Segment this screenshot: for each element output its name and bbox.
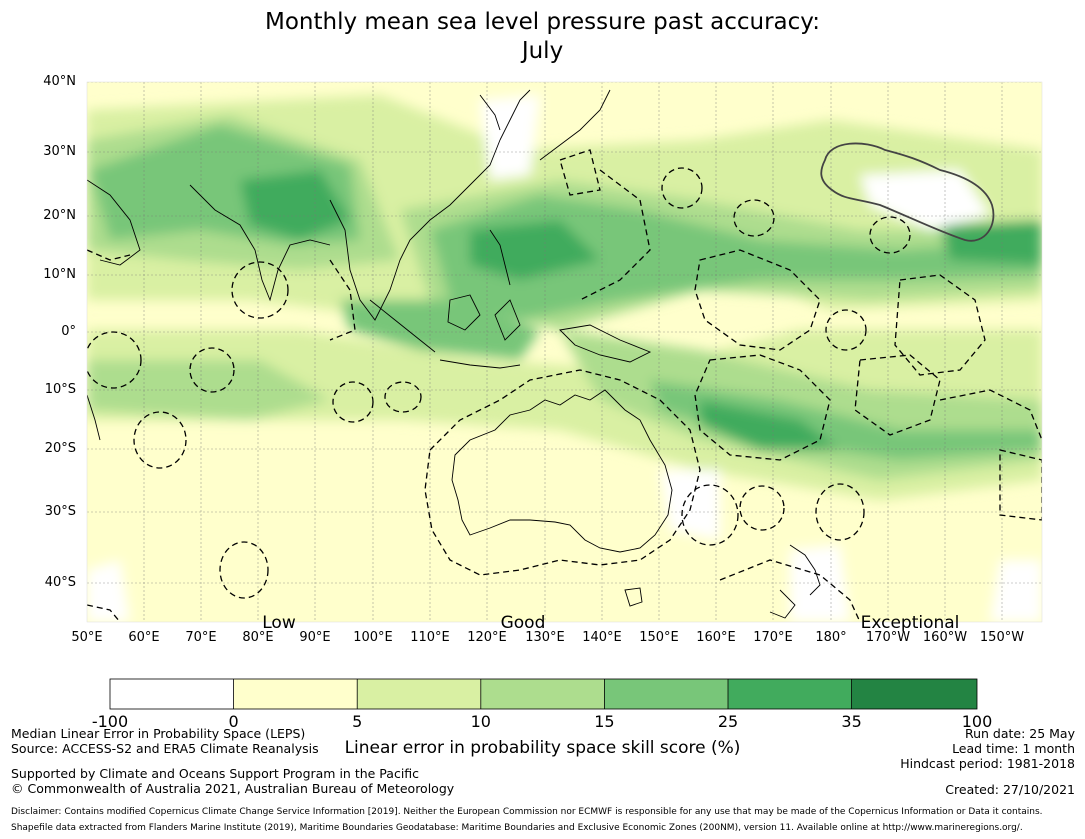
lon-label: 80°E [242,630,274,645]
footer-hindcast: Hindcast period: 1981-2018 [900,756,1075,771]
lat-label: 20°N [43,208,76,223]
eez-boundaries [87,149,1042,622]
footer-run-date: Run date: 25 May [964,726,1075,741]
footer-lead-time: Lead time: 1 month [952,741,1075,756]
lat-label: 30°S [44,504,76,519]
colorbar-segment [851,679,977,709]
lon-label: 180° [815,630,847,645]
colorbar-tick: 0 [228,712,239,731]
region-contour [820,142,995,242]
colorbar-segment [110,679,234,709]
map-title: Monthly mean sea level pressure past acc… [0,8,1085,66]
lon-label: 60°E [128,630,160,645]
lat-label: 0° [61,324,76,339]
colorbar-segment [357,679,481,709]
lon-label: 170°E [753,630,793,645]
disclaimer-shapefile: Shapefile data extracted from Flanders M… [11,823,1023,833]
coastlines [87,89,821,619]
colorbar-tick: 10 [470,712,491,731]
colorbar-segment [480,679,605,709]
colorbar [109,678,978,710]
colorbar-tick: 5 [352,712,363,731]
title-line-1: Monthly mean sea level pressure past acc… [265,9,820,35]
lon-label: 100°E [353,630,393,645]
colorbar-tick: 15 [594,712,615,731]
lon-label: 70°E [185,630,217,645]
lon-label: 170°W [865,630,911,645]
category-good: Good [500,613,546,633]
lon-label: 90°E [299,630,331,645]
colorbar-title: Linear error in probability space skill … [344,738,741,758]
skill-field [87,82,1042,622]
colorbar-tick: 100 [961,712,993,731]
footer-created: Created: 27/10/2021 [945,782,1075,797]
lat-label: 40°N [43,74,76,89]
colorbar-tick: 35 [841,712,862,731]
footer-support: Supported by Climate and Oceans Support … [11,766,420,781]
lat-label: 20°S [44,441,76,456]
lat-label: 30°N [43,144,76,159]
lat-label: 10°N [43,267,76,282]
lon-label: 150°W [979,630,1025,645]
graticule [87,82,1042,622]
lon-label: 50°E [71,630,103,645]
colorbar-tick: 25 [717,712,739,731]
footer-leps: Median Linear Error in Probability Space… [11,726,306,741]
lat-label: 40°S [44,575,76,590]
lon-label: 130°E [525,630,565,645]
colorbar-segment [233,679,358,709]
footer-source: Source: ACCESS-S2 and ERA5 Climate Reana… [11,741,319,756]
lon-label: 140°E [582,630,622,645]
category-low: Low [262,613,296,633]
lon-label: 110°E [410,630,450,645]
colorbar-segment [728,679,852,709]
lon-label: 160°W [922,630,968,645]
category-exceptional: Exceptional [860,613,960,633]
colorbar-segment [604,679,728,709]
disclaimer-copernicus: Disclaimer: Contains modified Copernicus… [11,807,1043,817]
colorbar-tick: -100 [91,712,129,731]
lat-label: 10°S [44,382,76,397]
lon-label: 120°E [467,630,507,645]
footer-copyright: © Commonwealth of Australia 2021, Austra… [11,781,455,796]
title-line-2: July [521,38,564,64]
lon-label: 160°E [696,630,736,645]
lon-label: 150°E [639,630,679,645]
